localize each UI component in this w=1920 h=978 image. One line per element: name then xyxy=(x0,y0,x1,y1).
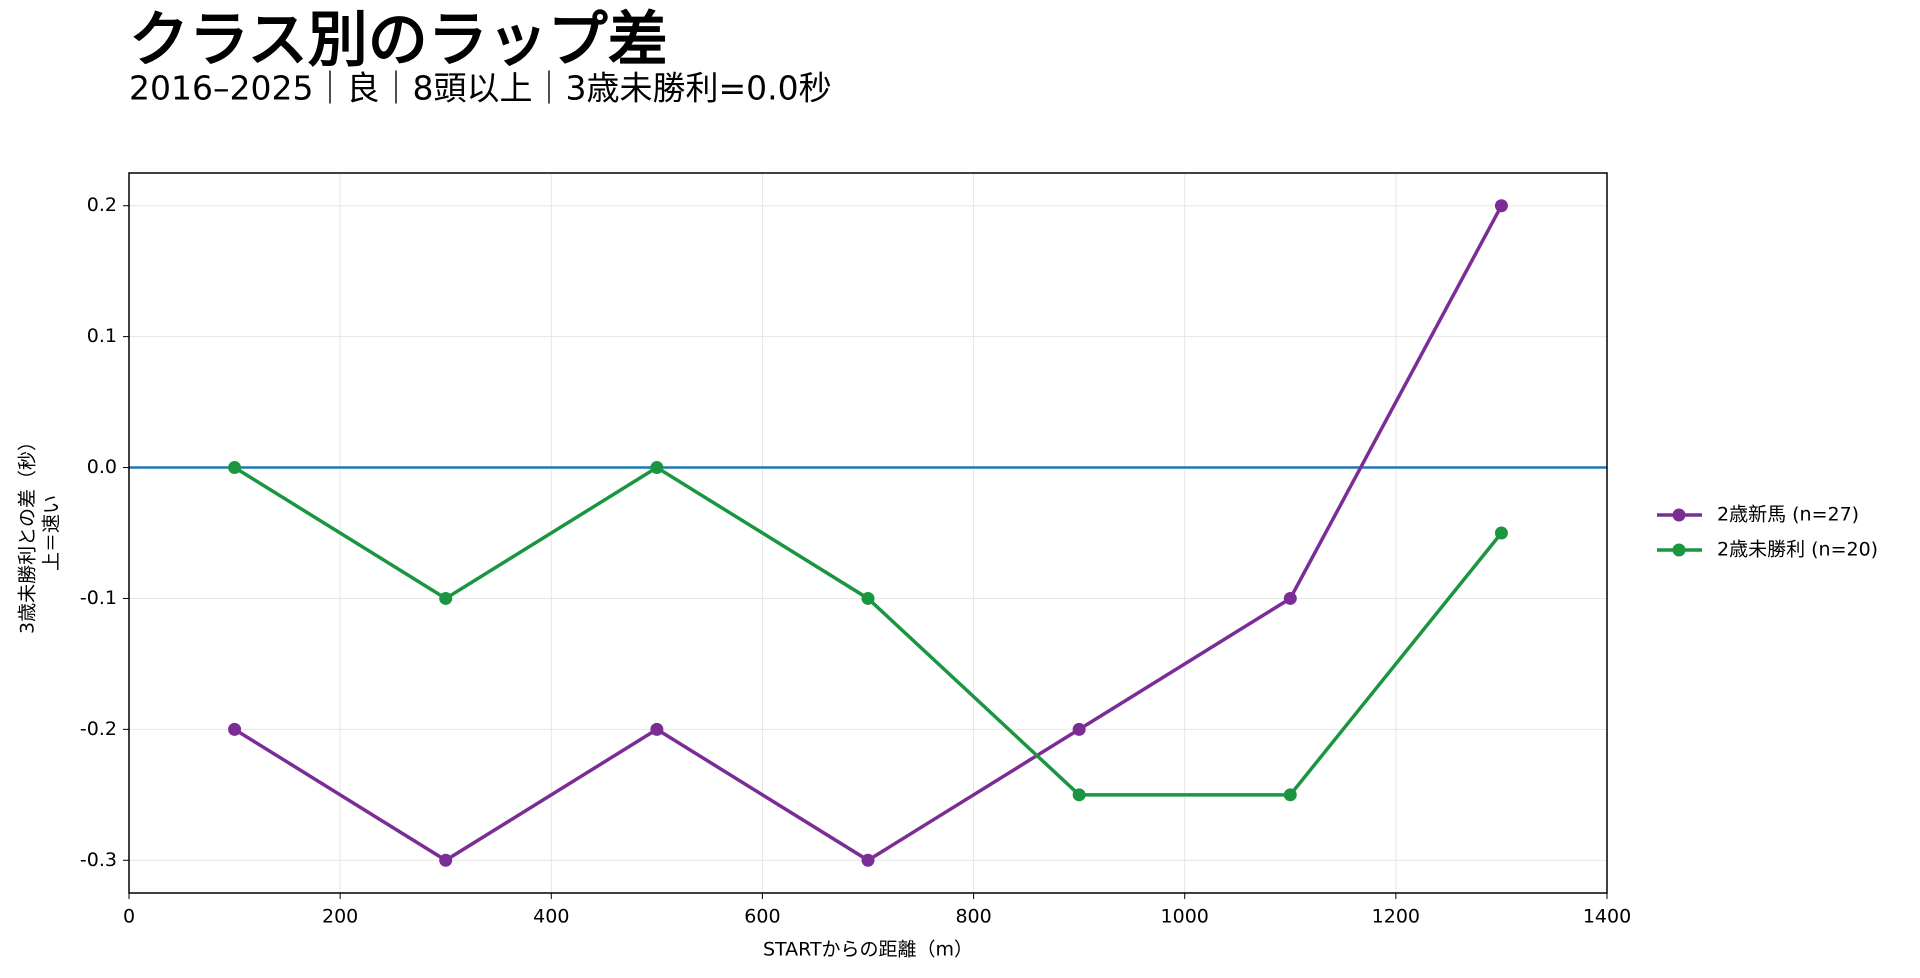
legend-label: 2歳新馬 (n=27) xyxy=(1717,504,1859,526)
chart-title: クラス別のラップ差 xyxy=(129,6,668,76)
plot-frame xyxy=(128,172,1608,894)
series-line xyxy=(233,204,1503,863)
data-point xyxy=(1072,722,1086,736)
data-point xyxy=(650,461,664,475)
y-tick-label: 0.2 xyxy=(87,194,117,216)
data-point xyxy=(650,722,664,736)
legend-marker xyxy=(1672,543,1686,557)
x-tick-label: 1200 xyxy=(1372,906,1420,928)
series-line xyxy=(233,465,1503,797)
data-point xyxy=(1494,526,1508,540)
data-point xyxy=(439,853,453,867)
data-point xyxy=(861,591,875,605)
data-point xyxy=(228,461,242,475)
y-tick-label: -0.2 xyxy=(80,718,117,740)
y-tick-label: 0.1 xyxy=(87,325,117,347)
x-tick-label: 600 xyxy=(744,906,780,928)
legend-marker xyxy=(1672,508,1686,522)
y-tick-label: -0.3 xyxy=(80,849,117,871)
y-tick-label: 0.0 xyxy=(87,456,117,478)
legend-label: 2歳未勝利 (n=20) xyxy=(1717,539,1878,561)
chart-subtitle: 2016–2025｜良｜8頭以上｜3歳未勝利=0.0秒 xyxy=(129,69,832,108)
x-tick-label: 0 xyxy=(123,906,135,928)
data-point xyxy=(228,722,242,736)
y-axis-label: 3歳未勝利との差（秒） xyxy=(17,432,39,634)
y-tick-label: -0.1 xyxy=(80,587,117,609)
data-point xyxy=(861,853,875,867)
data-point xyxy=(1072,788,1086,802)
data-point xyxy=(1283,788,1297,802)
x-tick-label: 200 xyxy=(322,906,358,928)
y-axis-label: 上＝速い xyxy=(41,495,63,571)
x-tick-label: 800 xyxy=(955,906,991,928)
x-tick-label: 1000 xyxy=(1161,906,1209,928)
data-point xyxy=(439,591,453,605)
x-axis-label: STARTからの距離（m） xyxy=(763,939,973,961)
x-tick-label: 1400 xyxy=(1583,906,1631,928)
data-point xyxy=(1494,199,1508,213)
data-point xyxy=(1283,591,1297,605)
x-tick-label: 400 xyxy=(533,906,569,928)
